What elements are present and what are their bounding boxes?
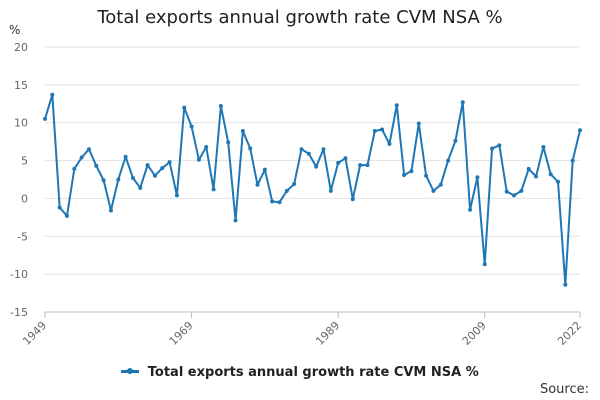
data-point[interactable]	[160, 166, 165, 171]
data-point[interactable]	[138, 185, 143, 190]
x-tick-label: 1989	[313, 319, 342, 348]
y-axis-unit-label: %	[9, 23, 21, 37]
data-point[interactable]	[233, 218, 238, 223]
data-point[interactable]	[57, 205, 62, 210]
data-point[interactable]	[145, 163, 150, 168]
data-point[interactable]	[101, 178, 106, 183]
data-point[interactable]	[196, 157, 201, 162]
data-point[interactable]	[167, 160, 172, 165]
data-point[interactable]	[240, 129, 245, 134]
data-point[interactable]	[255, 182, 260, 187]
data-point[interactable]	[556, 179, 561, 184]
data-point[interactable]	[548, 172, 553, 177]
data-point[interactable]	[504, 189, 509, 194]
data-point[interactable]	[512, 193, 517, 198]
x-tick-label: 2009	[460, 319, 489, 348]
y-tick-label: -15	[10, 306, 28, 319]
data-point[interactable]	[482, 262, 487, 267]
data-point[interactable]	[541, 144, 546, 149]
data-point[interactable]	[130, 175, 135, 180]
data-point[interactable]	[431, 188, 436, 193]
x-axis: 1949 1969 1989 2009 2022	[20, 311, 584, 348]
data-point[interactable]	[262, 167, 267, 172]
data-point[interactable]	[424, 173, 429, 178]
data-point[interactable]	[380, 127, 385, 132]
data-point[interactable]	[372, 129, 377, 134]
series-group	[43, 92, 582, 287]
y-tick-label: 20	[14, 41, 28, 54]
data-point[interactable]	[116, 177, 121, 182]
data-point[interactable]	[416, 121, 421, 126]
data-point[interactable]	[211, 187, 216, 192]
data-point[interactable]	[394, 103, 399, 108]
data-point[interactable]	[438, 182, 443, 187]
data-point[interactable]	[226, 140, 231, 145]
data-point[interactable]	[270, 199, 275, 204]
data-point[interactable]	[578, 128, 582, 133]
data-point[interactable]	[64, 213, 69, 218]
data-point[interactable]	[94, 163, 99, 168]
data-point[interactable]	[218, 104, 223, 109]
data-point[interactable]	[409, 169, 414, 174]
y-tick-label: -10	[10, 268, 28, 281]
y-tick-label: 10	[14, 117, 28, 130]
y-tick-label: 0	[21, 192, 28, 205]
data-point[interactable]	[563, 282, 568, 287]
data-point[interactable]	[350, 197, 355, 202]
data-point[interactable]	[152, 173, 157, 178]
data-point[interactable]	[490, 146, 495, 151]
data-point[interactable]	[343, 156, 348, 161]
data-point[interactable]	[453, 138, 458, 143]
x-tick-label: 1969	[167, 319, 196, 348]
data-point[interactable]	[50, 92, 55, 97]
data-point[interactable]	[526, 166, 531, 171]
data-point[interactable]	[43, 116, 47, 121]
source-label: Source:	[539, 382, 589, 397]
legend-line-marker-icon	[121, 368, 140, 374]
data-point[interactable]	[182, 105, 187, 110]
chart-title: Total exports annual growth rate CVM NSA…	[97, 7, 503, 28]
data-point[interactable]	[519, 188, 524, 193]
y-axis-ticks: 20 15 10 5 0 -5 -10 -15	[10, 41, 28, 319]
grid-lines	[45, 46, 580, 313]
data-point[interactable]	[336, 160, 341, 165]
data-point[interactable]	[497, 143, 502, 148]
data-point[interactable]	[108, 208, 113, 213]
data-point[interactable]	[86, 147, 91, 152]
y-tick-label: -5	[17, 230, 28, 243]
data-point[interactable]	[314, 164, 319, 169]
legend[interactable]: Total exports annual growth rate CVM NSA…	[0, 365, 600, 380]
data-point[interactable]	[174, 193, 179, 198]
data-point[interactable]	[387, 141, 392, 146]
data-point[interactable]	[79, 155, 84, 160]
data-point[interactable]	[292, 182, 297, 187]
data-point[interactable]	[123, 154, 128, 159]
data-point[interactable]	[534, 174, 539, 179]
data-point[interactable]	[328, 188, 333, 193]
data-point[interactable]	[277, 200, 282, 205]
data-point[interactable]	[321, 147, 326, 152]
x-tick-label: 1949	[20, 319, 49, 348]
series-line	[44, 93, 581, 286]
data-point[interactable]	[365, 163, 370, 168]
data-point[interactable]	[189, 124, 194, 129]
y-tick-label: 15	[14, 79, 28, 92]
data-point[interactable]	[299, 147, 304, 152]
data-point[interactable]	[204, 144, 209, 149]
data-point[interactable]	[358, 163, 363, 168]
legend-label: Total exports annual growth rate CVM NSA…	[147, 365, 479, 380]
y-tick-label: 5	[21, 155, 28, 168]
x-tick-label: 2022	[555, 319, 584, 348]
data-point[interactable]	[284, 188, 289, 193]
data-point[interactable]	[306, 151, 311, 156]
data-point[interactable]	[446, 158, 451, 163]
data-point[interactable]	[468, 207, 473, 212]
data-point[interactable]	[248, 146, 253, 151]
data-point[interactable]	[570, 158, 575, 163]
data-point[interactable]	[72, 166, 77, 171]
data-point[interactable]	[460, 100, 465, 105]
data-point[interactable]	[475, 175, 480, 180]
data-point[interactable]	[402, 172, 407, 177]
